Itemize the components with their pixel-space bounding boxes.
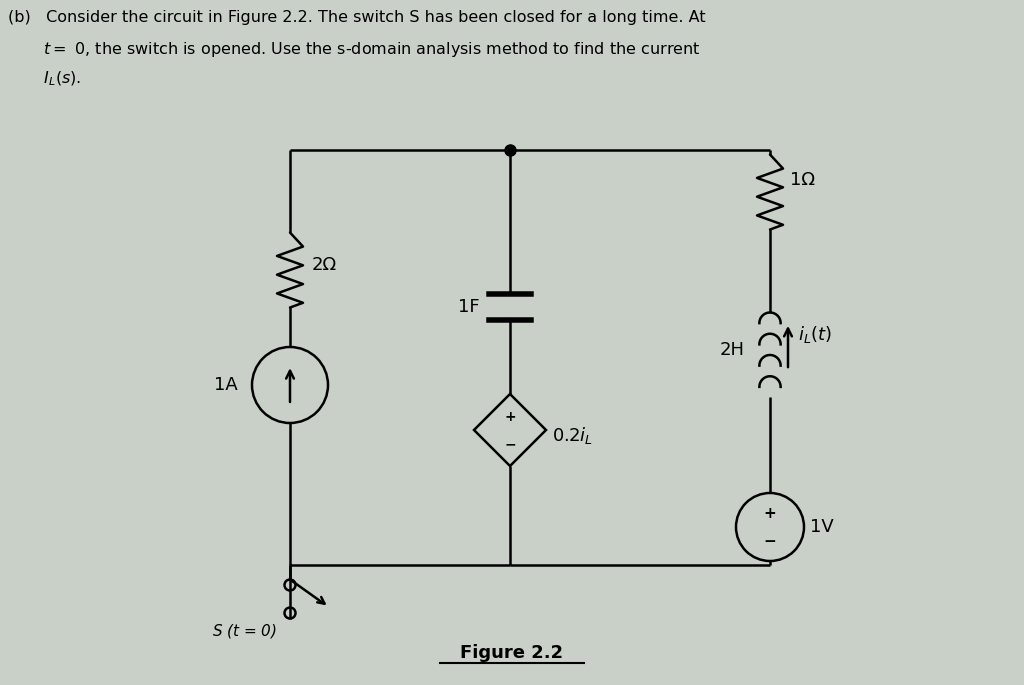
Text: $t =$ 0, the switch is opened. Use the s-domain analysis method to find the curr: $t =$ 0, the switch is opened. Use the s… (8, 40, 700, 59)
Text: (b)   Consider the circuit in Figure 2.2. The switch S has been closed for a lon: (b) Consider the circuit in Figure 2.2. … (8, 10, 706, 25)
Text: 1Ω: 1Ω (790, 171, 815, 189)
Text: 2Ω: 2Ω (312, 256, 337, 274)
Text: $I_L(s)$.: $I_L(s)$. (8, 70, 81, 88)
Text: $i_L(t)$: $i_L(t)$ (798, 325, 833, 345)
Text: +: + (764, 506, 776, 521)
Text: −: − (504, 437, 516, 451)
Text: +: + (504, 410, 516, 424)
Text: 1V: 1V (810, 518, 834, 536)
Text: 1A: 1A (214, 376, 238, 394)
Text: Figure 2.2: Figure 2.2 (461, 644, 563, 662)
Text: −: − (764, 534, 776, 549)
Text: 0.2$i_L$: 0.2$i_L$ (552, 425, 593, 447)
Text: 1F: 1F (459, 298, 480, 316)
Text: $S$ ($t$ = 0): $S$ ($t$ = 0) (212, 622, 278, 640)
Text: 2H: 2H (720, 341, 745, 359)
